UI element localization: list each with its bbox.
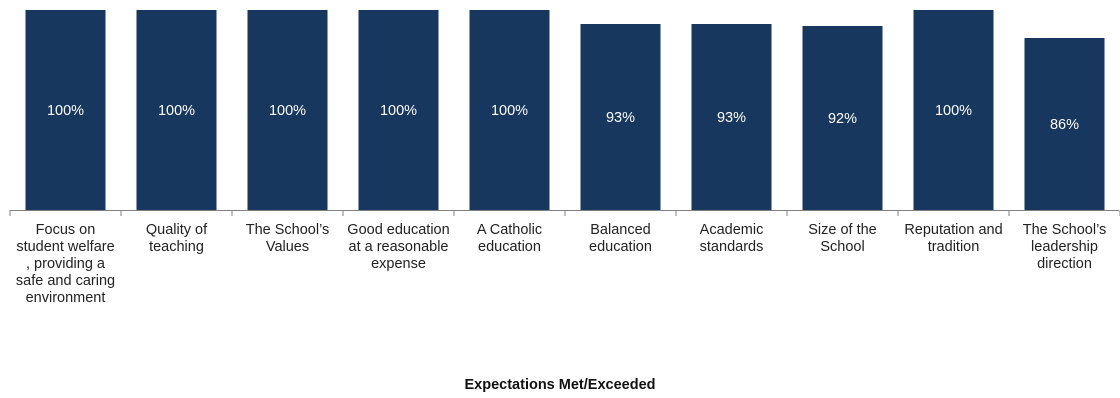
bars-group [25,10,1105,210]
category-label: Academic standards [699,222,764,255]
bar-value-label: 100% [269,103,306,119]
bar [1024,38,1105,210]
bar [358,10,439,210]
bar-value-label: 100% [935,103,972,119]
category-label: Good education at a reasonable expense [347,222,450,272]
x-axis-ticks [9,210,1120,216]
category-label: The School’s leadership direction [1022,222,1107,272]
bar [25,10,106,210]
category-label: The School’s Values [245,222,330,255]
bar-value-label: 100% [47,103,84,119]
category-label: Reputation and tradition [904,222,1003,255]
bar-value-label: 86% [1050,117,1079,133]
bar [247,10,328,210]
bar [691,24,772,210]
bar [802,26,883,210]
category-label: A Catholic education [476,222,543,255]
bar-value-label: 100% [158,103,195,119]
x-axis-title: Expectations Met/Exceeded [464,377,656,393]
bar-value-label: 93% [717,110,746,126]
bar-value-label: 93% [606,110,635,126]
category-label: Quality of teaching [145,222,208,255]
category-label: Balanced education [589,222,652,255]
bar-value-label: 100% [380,103,417,119]
bar-value-label: 100% [491,103,528,119]
value-labels-group: 100% 100% 100% 100% 100% 93% 93% 92% 100% 86% [47,103,1079,133]
bar [136,10,217,210]
bar-value-label: 92% [828,111,857,127]
bar-chart: 100% 100% 100% 100% 100% 93% 93% 92% 100% 86% [9,10,1120,216]
bar [580,24,661,210]
bar [469,10,550,210]
bar [913,10,994,210]
category-label: Focus on student welfare , providing a s… [15,222,116,306]
category-label: Size of the School [808,222,877,255]
